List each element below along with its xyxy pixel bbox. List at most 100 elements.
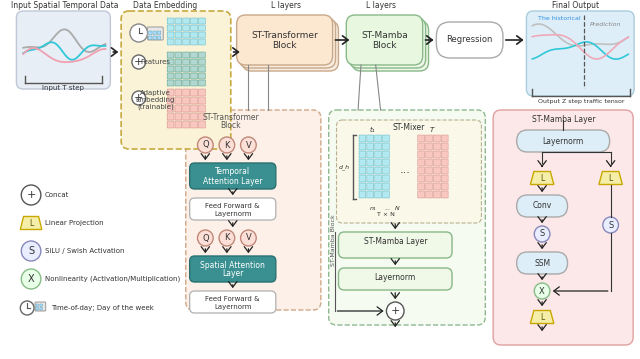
Text: Output Z step traffic tensor: Output Z step traffic tensor (538, 98, 625, 103)
Text: K: K (224, 233, 230, 242)
FancyBboxPatch shape (383, 135, 389, 142)
FancyBboxPatch shape (433, 191, 440, 198)
FancyBboxPatch shape (157, 36, 161, 39)
FancyBboxPatch shape (198, 52, 205, 58)
FancyBboxPatch shape (418, 135, 424, 142)
FancyBboxPatch shape (191, 105, 198, 112)
Text: +: + (26, 190, 36, 200)
FancyBboxPatch shape (36, 308, 38, 310)
FancyBboxPatch shape (175, 18, 182, 24)
Text: +: + (134, 93, 143, 103)
FancyBboxPatch shape (183, 39, 189, 45)
FancyBboxPatch shape (157, 31, 161, 34)
FancyBboxPatch shape (374, 167, 381, 174)
FancyBboxPatch shape (191, 73, 198, 79)
FancyBboxPatch shape (239, 18, 335, 68)
FancyBboxPatch shape (433, 183, 440, 190)
FancyBboxPatch shape (167, 32, 174, 38)
FancyBboxPatch shape (198, 39, 205, 45)
Text: ST-Transformer: ST-Transformer (252, 32, 318, 41)
FancyBboxPatch shape (198, 59, 205, 65)
FancyBboxPatch shape (367, 183, 374, 190)
FancyBboxPatch shape (175, 66, 182, 72)
Text: S: S (608, 220, 613, 229)
FancyBboxPatch shape (374, 159, 381, 166)
FancyBboxPatch shape (191, 121, 198, 128)
Text: Final Output: Final Output (552, 1, 599, 10)
Text: Input T step: Input T step (42, 85, 84, 91)
Circle shape (534, 283, 550, 299)
FancyBboxPatch shape (433, 167, 440, 174)
FancyBboxPatch shape (167, 121, 174, 128)
FancyBboxPatch shape (189, 198, 276, 220)
FancyBboxPatch shape (153, 36, 156, 39)
Text: Q: Q (202, 233, 209, 242)
Text: Nonlinearity (Activation/Multiplication): Nonlinearity (Activation/Multiplication) (45, 276, 180, 282)
Text: ST-Mamba Block: ST-Mamba Block (331, 214, 336, 266)
FancyBboxPatch shape (352, 21, 429, 71)
FancyBboxPatch shape (516, 130, 610, 152)
Text: t₁: t₁ (370, 127, 376, 133)
FancyBboxPatch shape (191, 39, 198, 45)
FancyBboxPatch shape (167, 113, 174, 120)
FancyBboxPatch shape (191, 97, 198, 104)
Text: L layers: L layers (271, 1, 301, 10)
FancyBboxPatch shape (183, 66, 189, 72)
FancyBboxPatch shape (418, 151, 424, 158)
FancyBboxPatch shape (183, 59, 189, 65)
FancyBboxPatch shape (367, 143, 374, 150)
FancyBboxPatch shape (198, 105, 205, 112)
FancyBboxPatch shape (198, 25, 205, 31)
FancyBboxPatch shape (198, 113, 205, 120)
Circle shape (20, 301, 34, 315)
Text: Data Embedding: Data Embedding (133, 1, 197, 10)
FancyBboxPatch shape (383, 183, 389, 190)
FancyBboxPatch shape (374, 151, 381, 158)
FancyBboxPatch shape (167, 73, 174, 79)
Text: V: V (246, 233, 252, 242)
FancyBboxPatch shape (167, 105, 174, 112)
FancyBboxPatch shape (183, 80, 189, 86)
FancyBboxPatch shape (191, 25, 198, 31)
FancyBboxPatch shape (359, 135, 366, 142)
FancyBboxPatch shape (198, 80, 205, 86)
FancyBboxPatch shape (418, 183, 424, 190)
Circle shape (132, 91, 146, 105)
FancyBboxPatch shape (148, 31, 152, 34)
FancyBboxPatch shape (183, 32, 189, 38)
Text: Regression: Regression (447, 36, 493, 45)
FancyBboxPatch shape (191, 89, 198, 96)
Text: N: N (395, 205, 399, 210)
Circle shape (603, 217, 618, 233)
Polygon shape (599, 172, 622, 185)
FancyBboxPatch shape (175, 121, 182, 128)
Text: Features: Features (140, 59, 170, 65)
FancyBboxPatch shape (433, 135, 440, 142)
Text: d_h: d_h (339, 164, 350, 170)
FancyBboxPatch shape (183, 121, 189, 128)
Text: L: L (29, 219, 33, 228)
FancyBboxPatch shape (367, 175, 374, 182)
Text: n₁: n₁ (369, 205, 376, 210)
FancyBboxPatch shape (191, 80, 198, 86)
FancyBboxPatch shape (329, 110, 485, 325)
Text: ST-Mamba Layer: ST-Mamba Layer (532, 116, 595, 125)
FancyBboxPatch shape (175, 59, 182, 65)
Text: Q: Q (202, 140, 209, 149)
FancyBboxPatch shape (186, 110, 321, 310)
Text: Concat: Concat (45, 192, 69, 198)
Text: Layernorm: Layernorm (214, 211, 252, 217)
FancyBboxPatch shape (418, 167, 424, 174)
Text: Block: Block (220, 121, 241, 131)
Text: Feed Forward &: Feed Forward & (205, 296, 260, 302)
FancyBboxPatch shape (198, 73, 205, 79)
FancyBboxPatch shape (441, 183, 448, 190)
FancyBboxPatch shape (367, 135, 374, 142)
FancyBboxPatch shape (383, 167, 389, 174)
FancyBboxPatch shape (433, 151, 440, 158)
FancyBboxPatch shape (191, 59, 198, 65)
FancyBboxPatch shape (36, 304, 38, 307)
FancyBboxPatch shape (167, 66, 174, 72)
Text: Input Spatial Temporal Data: Input Spatial Temporal Data (11, 1, 118, 10)
FancyBboxPatch shape (237, 15, 333, 65)
